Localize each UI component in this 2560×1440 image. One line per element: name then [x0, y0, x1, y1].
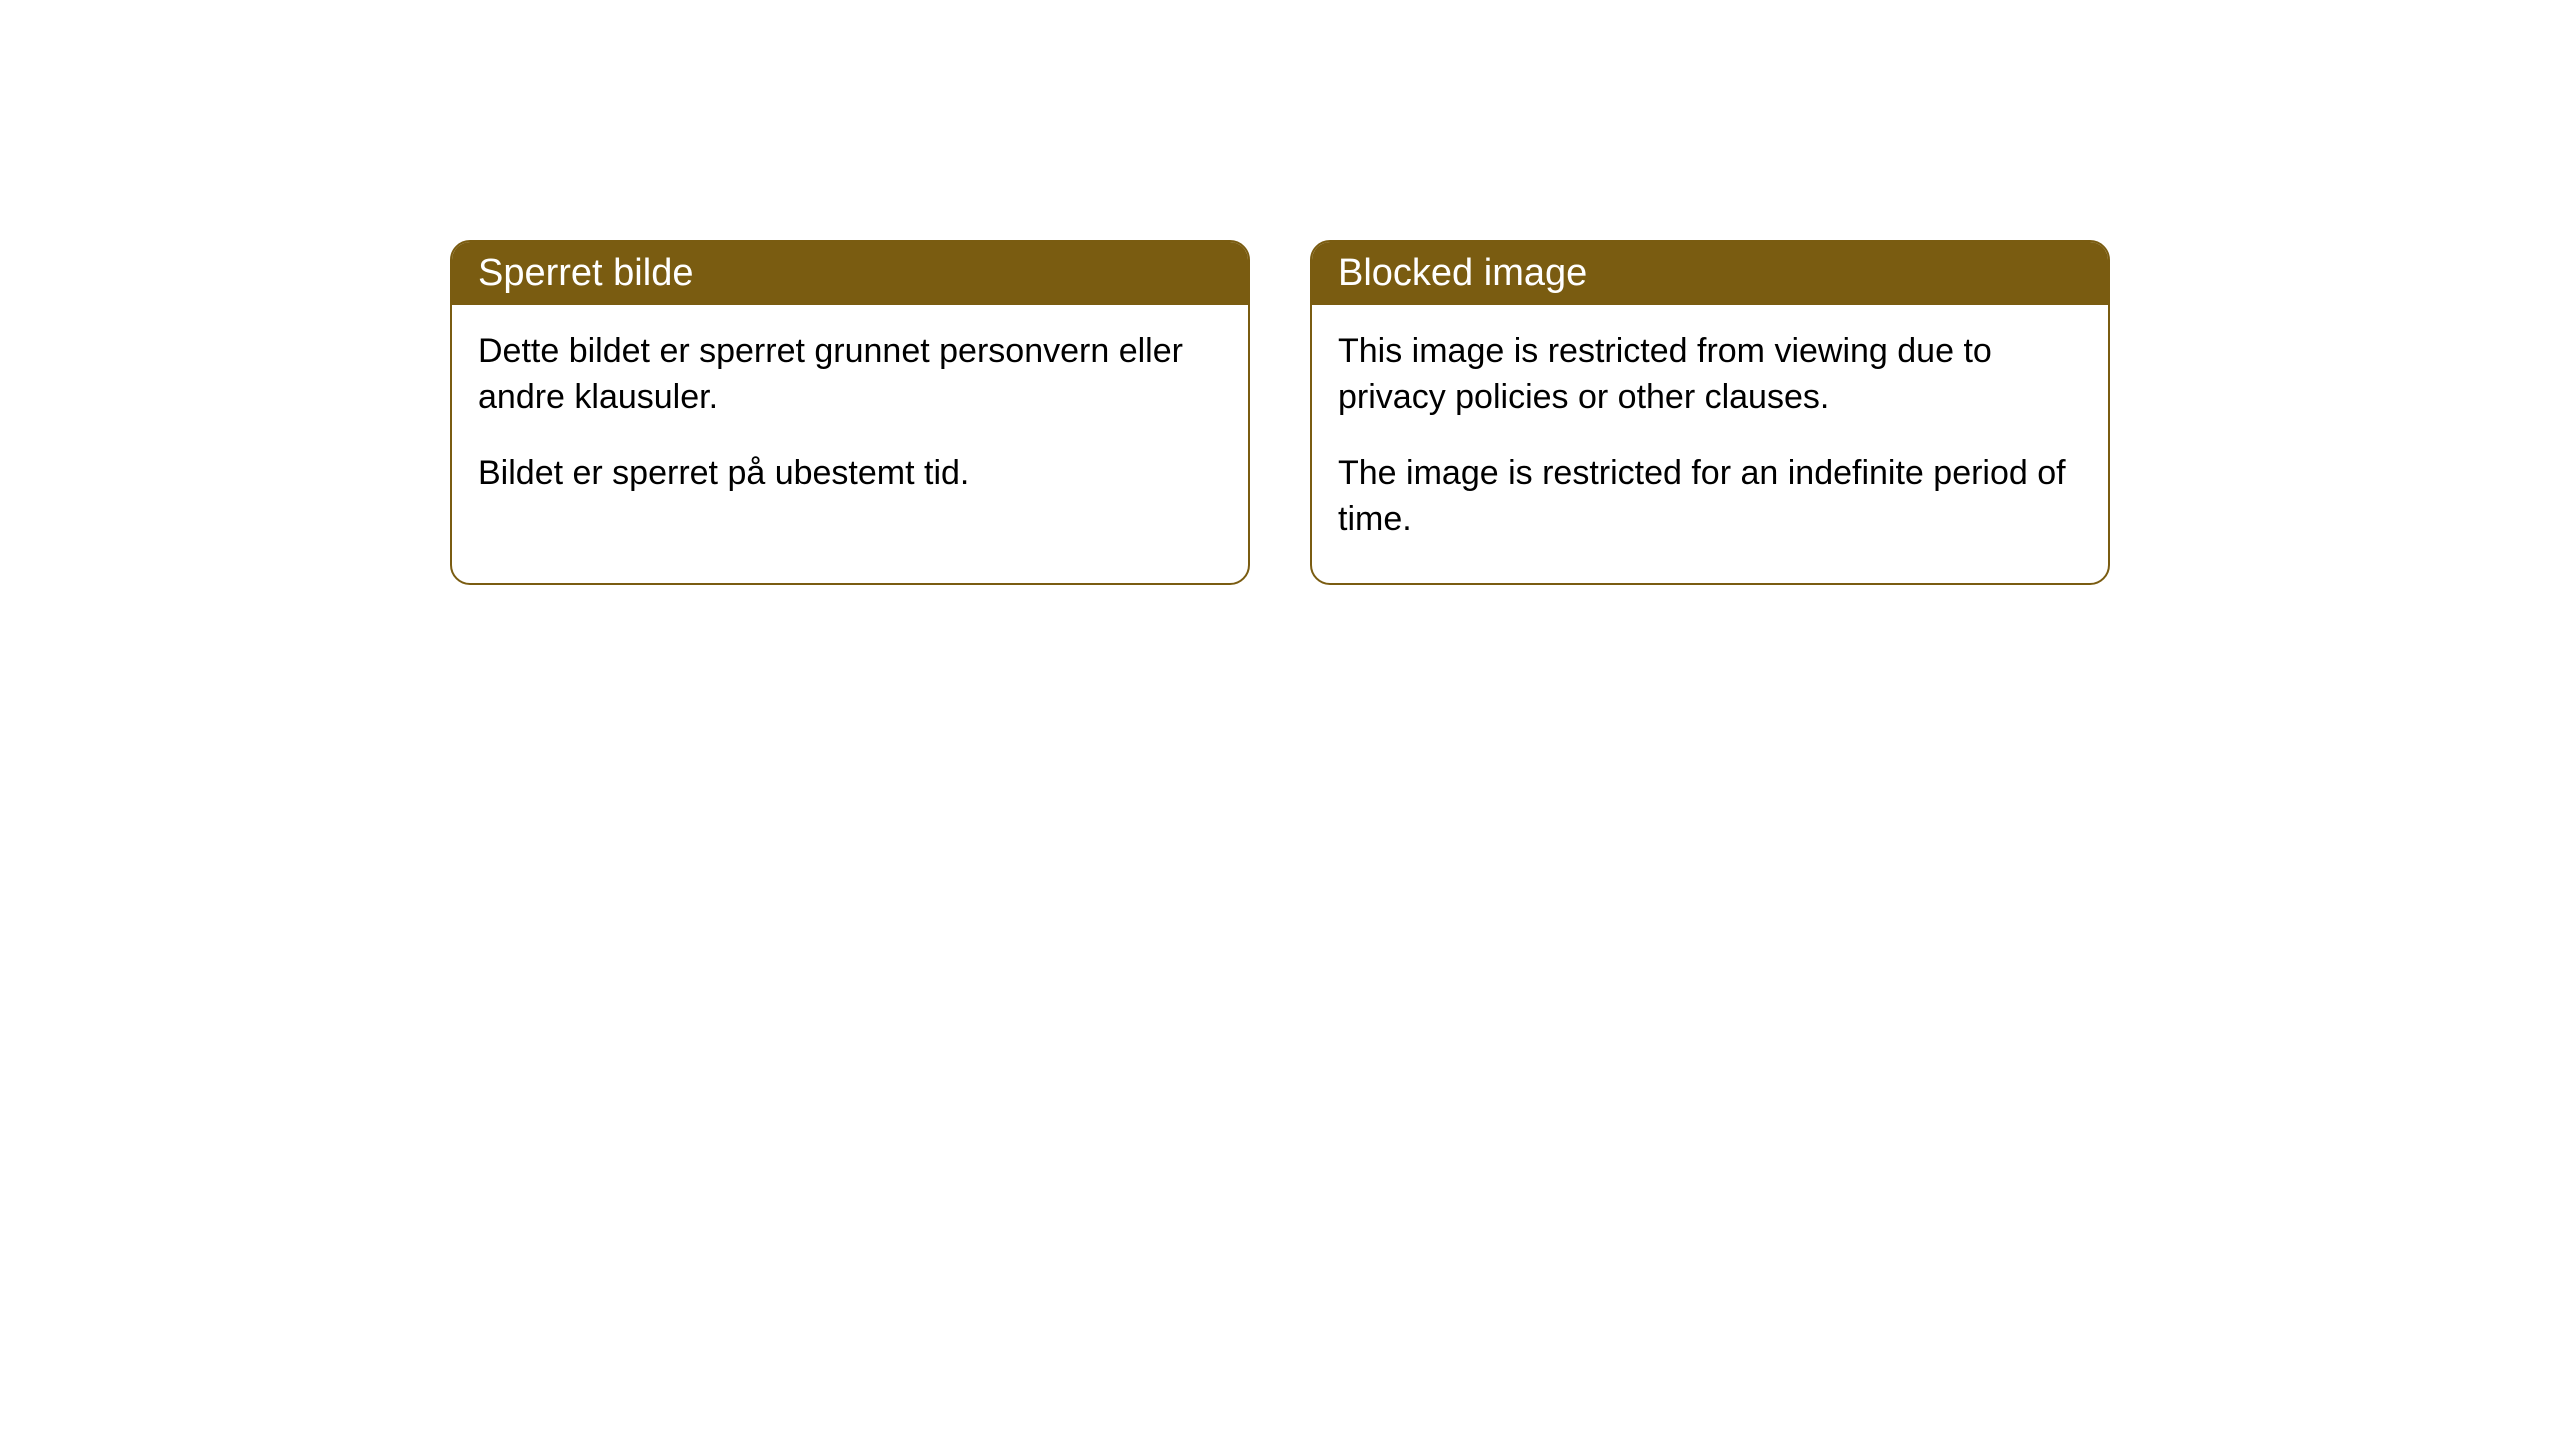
notice-cards-container: Sperret bilde Dette bildet er sperret gr… [450, 240, 2560, 585]
card-paragraph-en-2: The image is restricted for an indefinit… [1338, 451, 2082, 543]
card-paragraph-no-2: Bildet er sperret på ubestemt tid. [478, 451, 1222, 497]
card-header-en: Blocked image [1312, 242, 2108, 305]
card-header-no: Sperret bilde [452, 242, 1248, 305]
blocked-image-card-no: Sperret bilde Dette bildet er sperret gr… [450, 240, 1250, 585]
card-body-no: Dette bildet er sperret grunnet personve… [452, 305, 1248, 537]
card-body-en: This image is restricted from viewing du… [1312, 305, 2108, 583]
card-paragraph-en-1: This image is restricted from viewing du… [1338, 329, 2082, 421]
card-paragraph-no-1: Dette bildet er sperret grunnet personve… [478, 329, 1222, 421]
blocked-image-card-en: Blocked image This image is restricted f… [1310, 240, 2110, 585]
